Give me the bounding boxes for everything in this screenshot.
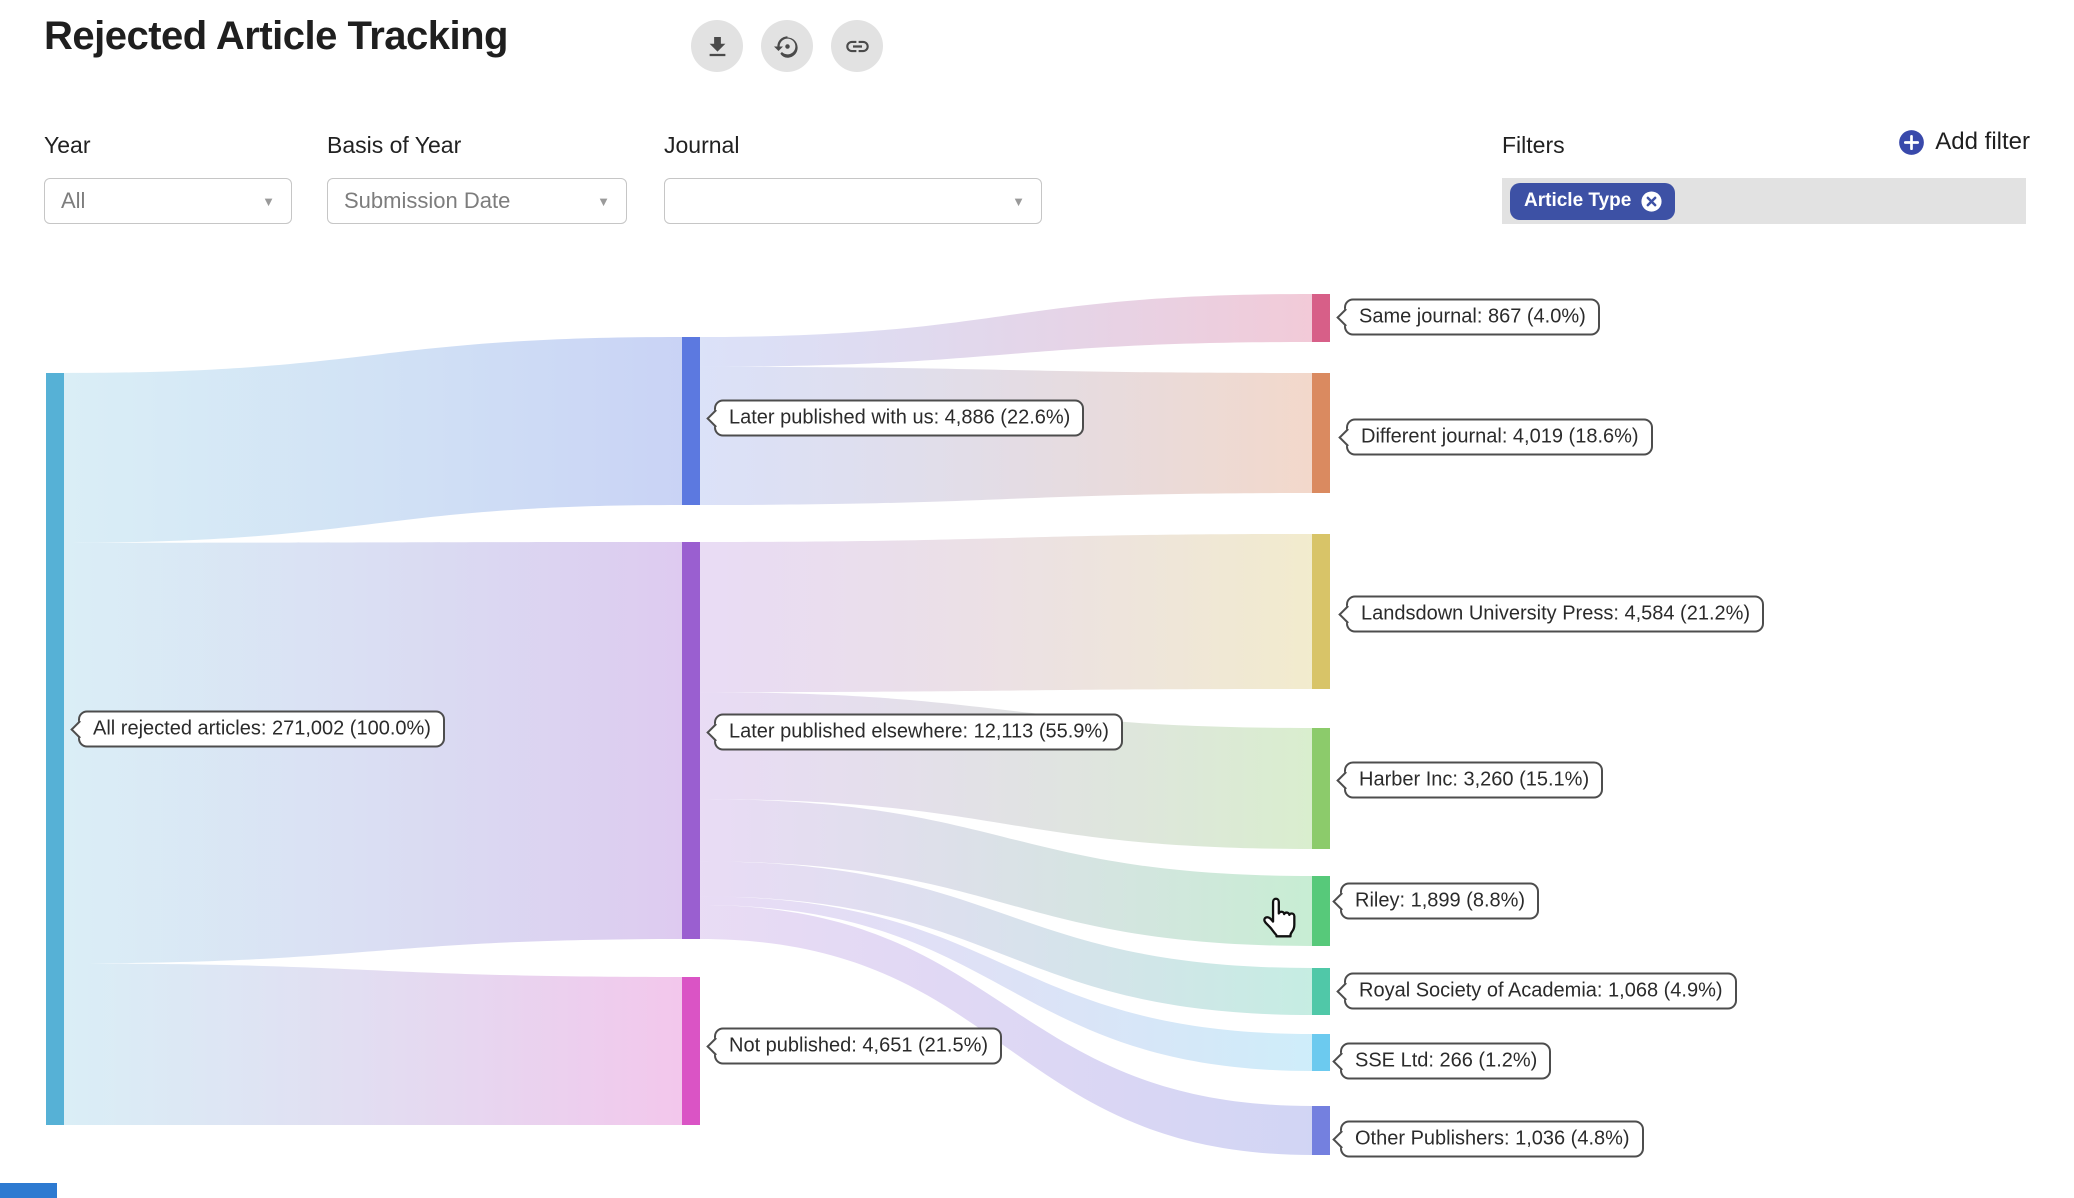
chevron-down-icon: ▼ bbox=[1012, 193, 1025, 209]
sankey-node-riley[interactable] bbox=[1312, 876, 1330, 946]
sankey-node-same[interactable] bbox=[1312, 294, 1330, 342]
node-label-elsewhere: Later published elsewhere: 12,113 (55.9%… bbox=[714, 713, 1123, 751]
add-filter-label: Add filter bbox=[1935, 128, 2030, 155]
year-select[interactable]: All ▼ bbox=[44, 178, 292, 224]
sankey-node-landsdown[interactable] bbox=[1312, 534, 1330, 689]
sankey-link-elsewhere-landsdown[interactable] bbox=[700, 534, 1312, 693]
sankey-node-elsewhere[interactable] bbox=[682, 542, 700, 939]
download-button[interactable] bbox=[691, 20, 743, 72]
node-label-not_pub: Not published: 4,651 (21.5%) bbox=[714, 1027, 1003, 1065]
node-label-royal: Royal Society of Academia: 1,068 (4.9%) bbox=[1344, 972, 1737, 1010]
add-filter-plus-icon bbox=[1899, 129, 1925, 155]
sankey-node-royal[interactable] bbox=[1312, 968, 1330, 1015]
node-label-other: Other Publishers: 1,036 (4.8%) bbox=[1340, 1120, 1644, 1158]
year-label: Year bbox=[44, 132, 91, 158]
node-label-all: All rejected articles: 271,002 (100.0%) bbox=[78, 710, 445, 748]
year-select-value: All bbox=[61, 188, 86, 213]
chevron-down-icon: ▼ bbox=[262, 193, 275, 209]
sankey-link-all-not_pub[interactable] bbox=[64, 963, 682, 1125]
sankey-node-with_us[interactable] bbox=[682, 337, 700, 505]
sankey-node-other[interactable] bbox=[1312, 1106, 1330, 1155]
sankey-link-elsewhere-royal[interactable] bbox=[700, 861, 1312, 1015]
sankey-node-sse[interactable] bbox=[1312, 1034, 1330, 1071]
sankey-link-elsewhere-riley[interactable] bbox=[700, 799, 1312, 946]
download-icon bbox=[709, 36, 725, 56]
node-label-same: Same journal: 867 (4.0%) bbox=[1344, 298, 1600, 336]
chip-article-type[interactable]: Article Type bbox=[1510, 182, 1676, 220]
chip-label: Article Type bbox=[1524, 190, 1632, 211]
link-icon bbox=[845, 40, 869, 52]
node-label-with_us: Later published with us: 4,886 (22.6%) bbox=[714, 399, 1085, 437]
basis-of-year-label: Basis of Year bbox=[327, 132, 462, 158]
page-title: Rejected Article Tracking bbox=[44, 14, 508, 58]
sankey-node-diff[interactable] bbox=[1312, 373, 1330, 493]
sankey-node-not_pub[interactable] bbox=[682, 977, 700, 1125]
chip-remove-icon[interactable] bbox=[1640, 190, 1663, 213]
basis-of-year-select[interactable]: Submission Date ▼ bbox=[327, 178, 627, 224]
filter-chips-bar: Article Type bbox=[1502, 178, 2026, 224]
sankey-node-harber[interactable] bbox=[1312, 728, 1330, 849]
sankey-link-elsewhere-sse[interactable] bbox=[700, 896, 1312, 1071]
mouse-cursor bbox=[1263, 897, 1296, 938]
basis-of-year-select-value: Submission Date bbox=[344, 188, 511, 213]
history-button[interactable] bbox=[761, 20, 813, 72]
sankey-link-all-elsewhere[interactable] bbox=[64, 542, 682, 964]
sankey-link-elsewhere-other[interactable] bbox=[700, 905, 1312, 1155]
node-label-riley: Riley: 1,899 (8.8%) bbox=[1340, 882, 1540, 920]
journal-label: Journal bbox=[664, 132, 740, 158]
node-label-diff: Different journal: 4,019 (18.6%) bbox=[1346, 418, 1653, 456]
node-label-harber: Harber Inc: 3,260 (15.1%) bbox=[1344, 761, 1604, 799]
copy-link-button[interactable] bbox=[831, 20, 883, 72]
chevron-down-icon: ▼ bbox=[597, 193, 610, 209]
bottom-left-strip bbox=[0, 1183, 57, 1198]
node-label-landsdown: Landsdown University Press: 4,584 (21.2%… bbox=[1346, 595, 1765, 633]
sankey-link-all-with_us[interactable] bbox=[64, 337, 682, 543]
journal-select[interactable]: ▼ bbox=[664, 178, 1042, 224]
filters-label: Filters bbox=[1502, 132, 1565, 158]
node-label-sse: SSE Ltd: 266 (1.2%) bbox=[1340, 1042, 1552, 1080]
history-icon bbox=[773, 35, 798, 58]
sankey-node-all[interactable] bbox=[46, 373, 64, 1125]
sankey-link-with_us-same[interactable] bbox=[700, 294, 1312, 367]
add-filter-button[interactable]: Add filter bbox=[1898, 128, 2030, 156]
